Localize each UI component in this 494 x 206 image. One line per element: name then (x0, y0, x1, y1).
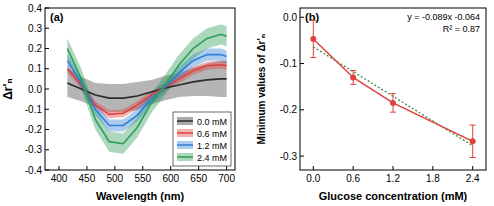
axes: 400 450 500 550 600 650 700 -0.4 -0.3 -0.2 -0.1 0.0… (1, 3, 235, 203)
marker (310, 36, 316, 42)
x-tick (114, 166, 115, 170)
y-tick-label: -0.3 (25, 144, 43, 155)
error-bar (390, 94, 396, 113)
x-tick-label: 600 (162, 173, 179, 184)
x-tick (472, 166, 473, 170)
x-tick-label: 2.4 (466, 173, 480, 184)
series-line (67, 79, 226, 98)
x-tick (170, 166, 171, 170)
data-group (310, 20, 475, 157)
y-tick-label: -0.1 (25, 104, 43, 115)
x-tick-label: 550 (134, 173, 151, 184)
y-tick-label: 0.2 (28, 43, 42, 54)
x-tick (198, 166, 199, 170)
y-tick (45, 109, 49, 110)
x-tick-label: 500 (107, 173, 124, 184)
y-axis-label: Δr'ₙ (1, 78, 15, 100)
y-tick-label: -0.2 (25, 124, 43, 135)
y-tick-label: 0.4 (28, 3, 42, 14)
legend-swatch (177, 117, 193, 125)
x-tick-label: 650 (190, 173, 207, 184)
y-tick-label: -0.1 (280, 58, 298, 69)
marker (350, 74, 356, 80)
legend-swatch (177, 141, 193, 149)
panel-label: (b) (305, 11, 319, 23)
error-cap (350, 70, 356, 71)
x-tick-label: 450 (79, 173, 96, 184)
x-tick (393, 166, 394, 170)
x-tick (58, 166, 59, 170)
x-tick-label: 1.8 (426, 173, 440, 184)
legend-swatch (177, 153, 193, 161)
error-bar (350, 70, 356, 84)
y-tick-label: -0.3 (280, 151, 298, 162)
x-tick (353, 166, 354, 170)
y-tick (45, 170, 49, 171)
x-tick (142, 166, 143, 170)
axes: 0.0 0.6 1.2 1.8 2.4 -0.3 -0.2 -0.1 0.0 Glucose co… (256, 8, 486, 202)
x-tick-label: 0.0 (306, 173, 320, 184)
legend-box (173, 112, 231, 166)
y-tick (45, 8, 49, 9)
error-cap (310, 57, 316, 58)
x-tick-label: 700 (218, 173, 235, 184)
x-axis-label: Glucose concentration (mM) (319, 190, 468, 202)
legend-label: 0.0 mM (197, 117, 227, 127)
error-cap (390, 93, 396, 94)
y-tick-label: -0.4 (25, 165, 43, 176)
x-tick (432, 166, 433, 170)
y-tick (45, 149, 49, 150)
annotation: R² = 0.87 (443, 24, 480, 34)
x-tick-label: 1.2 (386, 173, 400, 184)
y-tick (45, 48, 49, 49)
marker (390, 100, 396, 106)
x-tick-label: 400 (51, 173, 68, 184)
y-tick-label: 0.1 (28, 63, 42, 74)
marker (470, 138, 476, 144)
legend-label: 1.2 mM (197, 141, 227, 151)
y-axis-label: Minimum values of Δr'ₙ (256, 33, 267, 144)
error-cap (390, 112, 396, 113)
legend: 0.0 mM 0.6 mM 1.2 mM 2.4 mM (173, 112, 231, 166)
error-cap (350, 84, 356, 85)
x-tick-label: 0.6 (346, 173, 360, 184)
plot-frame (300, 8, 486, 170)
y-tick (45, 28, 49, 29)
legend-line (177, 132, 193, 134)
y-tick (300, 109, 304, 110)
plot-frame (45, 8, 235, 170)
x-tick (226, 166, 227, 170)
x-tick (313, 166, 314, 170)
legend-line (177, 144, 193, 146)
y-tick (300, 63, 304, 64)
annotation: y = -0.089x -0.064 (407, 12, 480, 22)
y-tick-label: -0.2 (280, 104, 298, 115)
error-band (67, 24, 226, 154)
legend-swatch (177, 129, 193, 137)
error-cap (470, 125, 476, 126)
y-tick (300, 156, 304, 157)
error-cap (310, 20, 316, 21)
y-tick (45, 129, 49, 130)
legend-line (177, 120, 193, 122)
legend-line (177, 156, 193, 158)
legend-label: 0.6 mM (197, 129, 227, 139)
y-tick-label: 0.0 (283, 12, 297, 23)
error-bar (310, 20, 316, 57)
y-tick (45, 89, 49, 90)
x-axis-label: Wavelength (nm) (96, 190, 185, 202)
y-tick-label: 0.0 (28, 84, 42, 95)
y-tick-label: 0.3 (28, 23, 42, 34)
legend-label: 2.4 mM (197, 153, 227, 163)
series-line (313, 39, 472, 141)
error-bar (470, 125, 476, 157)
panel-label: (a) (50, 11, 64, 23)
y-tick (300, 17, 304, 18)
data-group (67, 24, 226, 154)
y-tick (45, 68, 49, 69)
error-cap (470, 157, 476, 158)
x-tick (86, 166, 87, 170)
